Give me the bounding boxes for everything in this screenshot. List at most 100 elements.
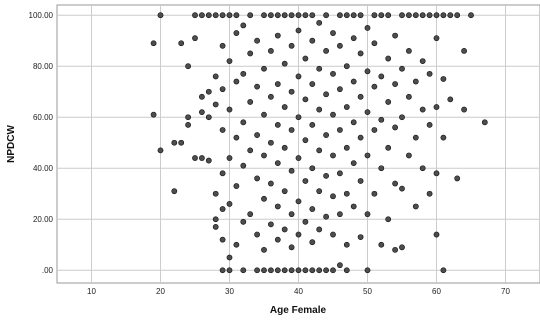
data-point bbox=[371, 83, 378, 90]
data-point bbox=[247, 211, 254, 218]
data-point bbox=[378, 116, 385, 123]
data-point bbox=[240, 22, 247, 29]
data-point bbox=[240, 119, 247, 126]
data-point bbox=[267, 267, 274, 274]
data-point bbox=[247, 147, 254, 154]
data-point bbox=[171, 139, 178, 146]
data-point bbox=[440, 12, 447, 19]
data-point bbox=[433, 231, 440, 238]
data-point bbox=[399, 114, 405, 121]
data-point bbox=[219, 127, 226, 133]
data-point bbox=[219, 267, 226, 274]
data-point bbox=[240, 162, 247, 169]
data-point bbox=[385, 99, 392, 105]
data-point bbox=[254, 132, 260, 138]
data-point bbox=[226, 106, 233, 113]
data-point bbox=[385, 12, 392, 19]
data-point bbox=[233, 12, 240, 19]
data-point bbox=[274, 121, 281, 128]
data-point bbox=[454, 175, 461, 182]
tick-labels: .00 20.00 40.00 60.00 80.00 100.00 10 20 30 40 50 6… bbox=[29, 11, 511, 296]
data-point bbox=[392, 124, 398, 131]
x-tick-label: 10 bbox=[87, 287, 96, 296]
data-point bbox=[233, 241, 240, 248]
data-point bbox=[226, 12, 233, 19]
plot-area: .00 20.00 40.00 60.00 80.00 100.00 10 20 30 40 50 6… bbox=[29, 4, 540, 296]
data-point bbox=[267, 180, 274, 187]
data-point bbox=[288, 244, 295, 251]
data-point bbox=[392, 81, 398, 87]
data-point bbox=[364, 25, 371, 31]
y-tick-label: 40.00 bbox=[33, 164, 54, 173]
data-point bbox=[288, 42, 295, 49]
data-point bbox=[309, 37, 316, 44]
data-point bbox=[392, 180, 398, 187]
data-point bbox=[205, 88, 212, 95]
data-point bbox=[309, 239, 316, 246]
data-points bbox=[150, 12, 488, 274]
data-point bbox=[336, 42, 343, 49]
data-point bbox=[316, 188, 323, 195]
data-point bbox=[357, 234, 364, 240]
data-point bbox=[247, 99, 254, 105]
data-point bbox=[316, 65, 323, 72]
data-point bbox=[405, 12, 412, 19]
data-point bbox=[295, 198, 302, 205]
data-point bbox=[274, 81, 281, 87]
data-point bbox=[233, 183, 240, 189]
data-point bbox=[343, 241, 350, 248]
x-tick-label: 40 bbox=[294, 287, 303, 296]
data-point bbox=[433, 170, 440, 177]
data-point bbox=[219, 12, 226, 19]
data-point bbox=[350, 119, 357, 126]
data-point bbox=[399, 244, 405, 251]
data-point bbox=[212, 12, 219, 19]
data-point bbox=[267, 12, 274, 19]
data-point bbox=[357, 12, 364, 19]
data-point bbox=[295, 12, 302, 19]
data-point bbox=[261, 246, 267, 253]
data-point bbox=[254, 83, 260, 90]
data-point bbox=[295, 267, 302, 274]
data-point bbox=[371, 127, 378, 133]
data-point bbox=[226, 58, 233, 65]
data-point bbox=[212, 73, 219, 80]
data-point bbox=[433, 35, 440, 42]
data-point bbox=[343, 12, 350, 19]
data-point bbox=[440, 76, 447, 82]
data-point bbox=[309, 81, 316, 87]
data-point bbox=[178, 40, 185, 47]
data-point bbox=[198, 155, 205, 161]
data-point bbox=[350, 203, 357, 210]
data-point bbox=[233, 78, 240, 85]
data-point bbox=[267, 48, 274, 54]
data-point bbox=[350, 12, 357, 19]
data-point bbox=[226, 201, 233, 207]
x-tick-label: 60 bbox=[432, 287, 441, 296]
data-point bbox=[316, 147, 323, 154]
data-point bbox=[309, 165, 316, 172]
data-point bbox=[343, 267, 350, 274]
data-point bbox=[254, 267, 260, 274]
data-point bbox=[385, 144, 392, 151]
data-point bbox=[447, 96, 454, 103]
data-point bbox=[336, 170, 343, 177]
data-point bbox=[405, 93, 412, 100]
data-point bbox=[426, 70, 433, 77]
data-point bbox=[185, 63, 191, 70]
data-point bbox=[323, 132, 329, 138]
data-point bbox=[399, 185, 405, 192]
data-point bbox=[261, 12, 267, 19]
data-point bbox=[267, 93, 274, 100]
data-point bbox=[178, 139, 185, 146]
y-tick-label: 80.00 bbox=[33, 62, 54, 71]
y-tick-label: 20.00 bbox=[33, 215, 54, 224]
y-tick-label: .00 bbox=[42, 266, 54, 275]
data-point bbox=[350, 78, 357, 85]
data-point bbox=[302, 137, 309, 144]
data-point bbox=[323, 267, 329, 274]
data-point bbox=[198, 109, 205, 116]
data-point bbox=[440, 267, 447, 274]
data-point bbox=[302, 267, 309, 274]
data-point bbox=[378, 241, 385, 248]
